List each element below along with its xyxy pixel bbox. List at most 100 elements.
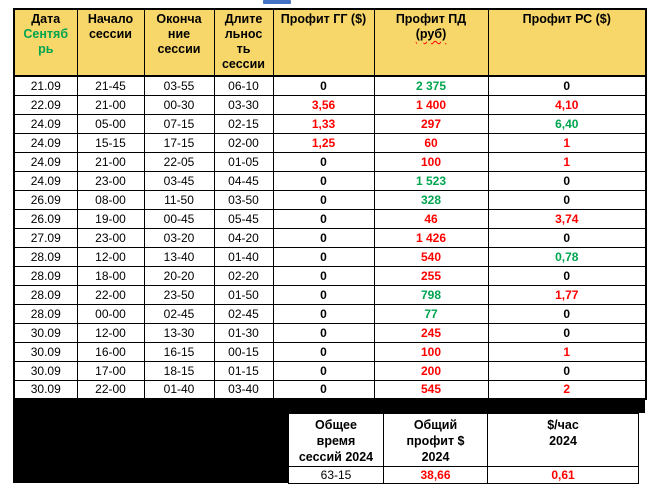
profit-gg-cell[interactable]: 0 — [272, 379, 375, 400]
profit-rs-cell[interactable]: 0 — [487, 360, 647, 381]
profit-rs-cell[interactable]: 0 — [487, 227, 647, 248]
date-cell[interactable]: 27.09 — [13, 227, 78, 248]
session-end-cell[interactable]: 00-30 — [143, 94, 215, 115]
profit-gg-cell[interactable]: 0 — [272, 322, 375, 343]
session-duration-cell[interactable]: 02-00 — [213, 132, 274, 153]
col-header-profit-gg[interactable]: Профит ГГ ($) — [272, 8, 375, 77]
profit-rs-cell[interactable]: 1,77 — [487, 284, 647, 305]
col-header-session-duration[interactable]: Длите льнос ть сессии — [213, 8, 274, 77]
session-duration-cell[interactable]: 06-10 — [213, 75, 274, 96]
session-end-cell[interactable]: 01-40 — [143, 379, 215, 400]
profit-gg-cell[interactable]: 0 — [272, 303, 375, 324]
session-start-cell[interactable]: 12-00 — [76, 322, 145, 343]
profit-pd-cell[interactable]: 540 — [373, 246, 489, 267]
rate-per-hour-value[interactable]: 0,61 — [487, 466, 639, 484]
profit-pd-cell[interactable]: 46 — [373, 208, 489, 229]
profit-gg-cell[interactable]: 0 — [272, 189, 375, 210]
profit-pd-cell[interactable]: 2 375 — [373, 75, 489, 96]
session-start-cell[interactable]: 16-00 — [76, 341, 145, 362]
date-cell[interactable]: 21.09 — [13, 75, 78, 96]
profit-rs-cell[interactable]: 0,78 — [487, 246, 647, 267]
session-start-cell[interactable]: 15-15 — [76, 132, 145, 153]
session-end-cell[interactable]: 03-20 — [143, 227, 215, 248]
profit-pd-cell[interactable]: 255 — [373, 265, 489, 286]
date-cell[interactable]: 22.09 — [13, 94, 78, 115]
session-end-cell[interactable]: 16-15 — [143, 341, 215, 362]
session-duration-cell[interactable]: 03-30 — [213, 94, 274, 115]
session-end-cell[interactable]: 03-45 — [143, 170, 215, 191]
profit-rs-cell[interactable]: 1 — [487, 341, 647, 362]
profit-gg-cell[interactable]: 0 — [272, 360, 375, 381]
profit-rs-cell[interactable]: 1 — [487, 132, 647, 153]
summary-col-header-total-time[interactable]: Общее время сессий 2024 — [288, 413, 384, 467]
session-duration-cell[interactable]: 01-40 — [213, 246, 274, 267]
session-end-cell[interactable]: 02-45 — [143, 303, 215, 324]
session-start-cell[interactable]: 19-00 — [76, 208, 145, 229]
session-end-cell[interactable]: 22-05 — [143, 151, 215, 172]
date-cell[interactable]: 24.09 — [13, 170, 78, 191]
session-start-cell[interactable]: 17-00 — [76, 360, 145, 381]
profit-pd-cell[interactable]: 245 — [373, 322, 489, 343]
session-start-cell[interactable]: 22-00 — [76, 284, 145, 305]
profit-rs-cell[interactable]: 0 — [487, 265, 647, 286]
date-cell[interactable]: 30.09 — [13, 322, 78, 343]
profit-gg-cell[interactable]: 0 — [272, 265, 375, 286]
profit-rs-cell[interactable]: 4,10 — [487, 94, 647, 115]
session-start-cell[interactable]: 21-45 — [76, 75, 145, 96]
profit-pd-cell[interactable]: 1 523 — [373, 170, 489, 191]
date-cell[interactable]: 24.09 — [13, 151, 78, 172]
profit-rs-cell[interactable]: 2 — [487, 379, 647, 400]
profit-rs-cell[interactable]: 3,74 — [487, 208, 647, 229]
profit-pd-cell[interactable]: 545 — [373, 379, 489, 400]
date-cell[interactable]: 28.09 — [13, 284, 78, 305]
session-start-cell[interactable]: 08-00 — [76, 189, 145, 210]
session-end-cell[interactable]: 13-30 — [143, 322, 215, 343]
session-end-cell[interactable]: 18-15 — [143, 360, 215, 381]
profit-gg-cell[interactable]: 0 — [272, 208, 375, 229]
date-cell[interactable]: 26.09 — [13, 189, 78, 210]
date-cell[interactable]: 30.09 — [13, 379, 78, 400]
profit-gg-cell[interactable]: 0 — [272, 151, 375, 172]
profit-pd-cell[interactable]: 100 — [373, 341, 489, 362]
session-end-cell[interactable]: 13-40 — [143, 246, 215, 267]
profit-pd-cell[interactable]: 1 400 — [373, 94, 489, 115]
session-duration-cell[interactable]: 04-20 — [213, 227, 274, 248]
profit-gg-cell[interactable]: 0 — [272, 170, 375, 191]
col-header-session-start[interactable]: Начало сессии — [76, 8, 145, 77]
session-end-cell[interactable]: 20-20 — [143, 265, 215, 286]
session-duration-cell[interactable]: 04-45 — [213, 170, 274, 191]
profit-pd-cell[interactable]: 297 — [373, 113, 489, 134]
profit-pd-cell[interactable]: 100 — [373, 151, 489, 172]
profit-gg-cell[interactable]: 0 — [272, 246, 375, 267]
session-duration-cell[interactable]: 02-20 — [213, 265, 274, 286]
session-duration-cell[interactable]: 05-45 — [213, 208, 274, 229]
session-start-cell[interactable]: 21-00 — [76, 151, 145, 172]
total-session-time-value[interactable]: 63-15 — [288, 466, 384, 484]
profit-gg-cell[interactable]: 1,25 — [272, 132, 375, 153]
session-end-cell[interactable]: 03-55 — [143, 75, 215, 96]
session-duration-cell[interactable]: 01-50 — [213, 284, 274, 305]
session-end-cell[interactable]: 00-45 — [143, 208, 215, 229]
profit-pd-cell[interactable]: 60 — [373, 132, 489, 153]
profit-pd-cell[interactable]: 77 — [373, 303, 489, 324]
profit-pd-cell[interactable]: 200 — [373, 360, 489, 381]
profit-pd-cell[interactable]: 798 — [373, 284, 489, 305]
session-start-cell[interactable]: 12-00 — [76, 246, 145, 267]
session-end-cell[interactable]: 11-50 — [143, 189, 215, 210]
session-duration-cell[interactable]: 00-15 — [213, 341, 274, 362]
col-header-profit-pd[interactable]: Профит ПД (руб) — [373, 8, 489, 77]
session-start-cell[interactable]: 22-00 — [76, 379, 145, 400]
profit-pd-cell[interactable]: 328 — [373, 189, 489, 210]
session-duration-cell[interactable]: 03-50 — [213, 189, 274, 210]
session-start-cell[interactable]: 00-00 — [76, 303, 145, 324]
col-header-date[interactable]: Дата Сентяб рь — [13, 8, 78, 77]
col-header-session-end[interactable]: Оконча ние сессии — [143, 8, 215, 77]
profit-rs-cell[interactable]: 0 — [487, 170, 647, 191]
date-cell[interactable]: 28.09 — [13, 265, 78, 286]
session-end-cell[interactable]: 17-15 — [143, 132, 215, 153]
session-duration-cell[interactable]: 01-15 — [213, 360, 274, 381]
profit-rs-cell[interactable]: 6,40 — [487, 113, 647, 134]
date-cell[interactable]: 28.09 — [13, 246, 78, 267]
profit-gg-cell[interactable]: 1,33 — [272, 113, 375, 134]
session-start-cell[interactable]: 21-00 — [76, 94, 145, 115]
